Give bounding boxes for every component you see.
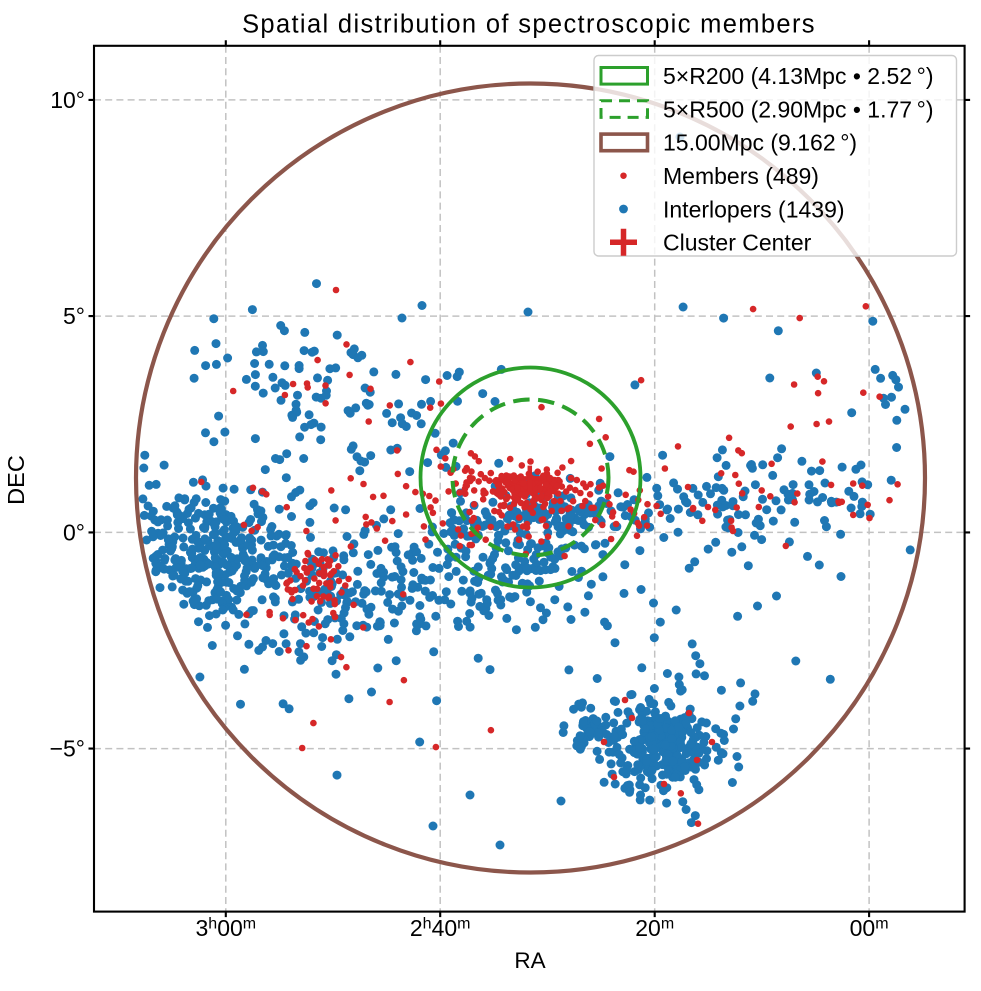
svg-text:20m: 20m [635, 915, 674, 941]
svg-text:−5°: −5° [50, 736, 85, 762]
svg-text:2h40m: 2h40m [410, 915, 471, 941]
svg-text:RA: RA [514, 948, 545, 973]
svg-text:5°: 5° [63, 303, 85, 329]
svg-text:0°: 0° [63, 520, 85, 546]
svg-text:00m: 00m [850, 915, 889, 941]
svg-text:10°: 10° [50, 87, 85, 113]
svg-text:DEC: DEC [3, 455, 29, 505]
svg-text:Cluster Center: Cluster Center [663, 230, 812, 256]
svg-text:Members (489): Members (489) [663, 163, 819, 189]
svg-text:3h00m: 3h00m [195, 915, 256, 941]
svg-text:5×R500 (2.90Mpc • 1.77 °): 5×R500 (2.90Mpc • 1.77 °) [663, 96, 934, 122]
svg-text:15.00Mpc (9.162 °): 15.00Mpc (9.162 °) [663, 130, 857, 156]
svg-text:Interlopers (1439): Interlopers (1439) [663, 196, 845, 222]
svg-text:Spatial distribution of spectr: Spatial distribution of spectroscopic me… [242, 11, 816, 39]
svg-text:5×R200 (4.13Mpc • 2.52 °): 5×R200 (4.13Mpc • 2.52 °) [663, 63, 934, 89]
